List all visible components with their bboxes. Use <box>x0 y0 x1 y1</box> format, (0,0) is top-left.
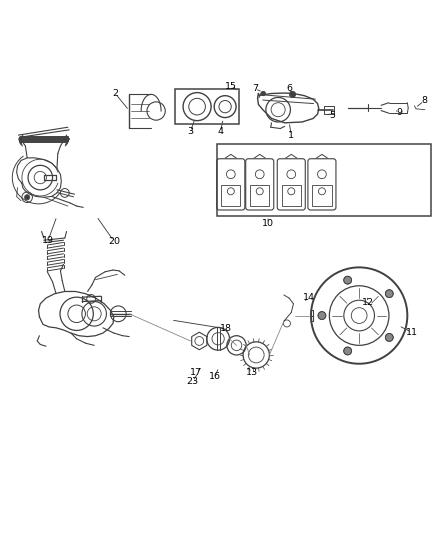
Bar <box>312 185 332 206</box>
Bar <box>324 106 334 114</box>
Text: 20: 20 <box>108 237 120 246</box>
Text: 9: 9 <box>396 108 403 117</box>
Circle shape <box>318 312 326 319</box>
Circle shape <box>290 91 296 98</box>
Text: 14: 14 <box>303 293 315 302</box>
Circle shape <box>344 276 352 284</box>
Circle shape <box>25 195 30 200</box>
Text: 17: 17 <box>190 368 202 377</box>
Text: 2: 2 <box>112 89 118 98</box>
Bar <box>282 185 301 206</box>
Text: 1: 1 <box>288 131 294 140</box>
Text: 18: 18 <box>219 324 232 333</box>
Text: 15: 15 <box>225 82 237 91</box>
Text: 7: 7 <box>252 84 258 93</box>
Text: 3: 3 <box>187 127 194 136</box>
Bar <box>175 89 239 124</box>
Circle shape <box>385 290 393 297</box>
Text: 10: 10 <box>262 219 274 228</box>
Bar <box>221 185 240 206</box>
Circle shape <box>261 91 265 96</box>
Circle shape <box>385 334 393 341</box>
Text: 5: 5 <box>329 111 335 120</box>
Text: 11: 11 <box>406 328 418 337</box>
Text: 4: 4 <box>217 127 223 136</box>
Circle shape <box>344 347 352 355</box>
Text: 6: 6 <box>286 84 292 93</box>
Bar <box>217 144 431 216</box>
Bar <box>250 185 269 206</box>
Text: 16: 16 <box>208 373 221 382</box>
Text: 8: 8 <box>421 96 427 106</box>
Text: 23: 23 <box>187 377 199 386</box>
Text: 12: 12 <box>362 298 374 307</box>
Text: 13: 13 <box>246 368 258 377</box>
Text: 19: 19 <box>42 236 54 245</box>
